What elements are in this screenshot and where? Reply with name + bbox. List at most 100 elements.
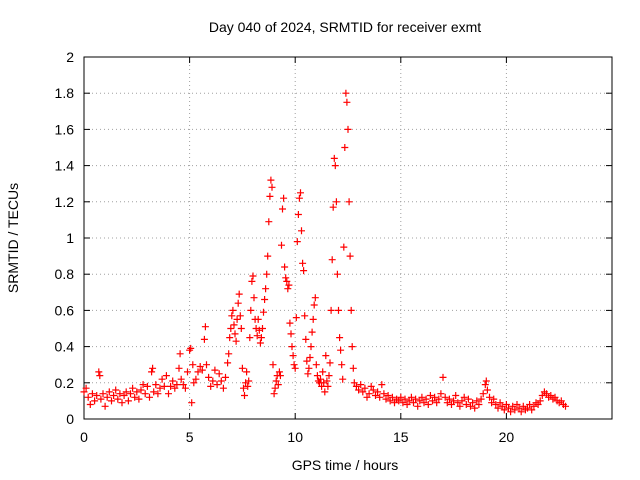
data-point <box>290 361 298 369</box>
data-point <box>226 334 234 342</box>
data-point <box>146 393 153 401</box>
data-point <box>213 381 221 389</box>
data-point <box>318 382 326 390</box>
data-point <box>131 393 139 401</box>
data-point <box>205 373 213 381</box>
data-point <box>118 399 126 407</box>
data-point <box>458 397 466 405</box>
data-point <box>410 399 417 407</box>
data-point <box>265 218 273 226</box>
data-point <box>454 399 462 407</box>
data-point <box>289 352 297 360</box>
data-point <box>148 368 156 376</box>
data-point <box>173 381 181 389</box>
data-point <box>301 312 309 320</box>
data-point <box>154 390 162 398</box>
data-point <box>215 370 223 378</box>
data-point <box>326 359 334 367</box>
data-point <box>335 306 342 314</box>
data-point <box>135 395 143 403</box>
data-point <box>141 390 149 398</box>
data-point <box>475 401 483 408</box>
data-point <box>483 386 491 394</box>
data-point <box>266 192 274 200</box>
data-point <box>271 384 279 392</box>
data-point <box>292 314 300 322</box>
data-point <box>517 408 525 416</box>
data-point <box>158 375 166 383</box>
data-point <box>513 401 521 408</box>
data-point <box>108 397 115 405</box>
data-point <box>181 384 189 392</box>
data-point <box>519 402 527 410</box>
data-point <box>120 392 128 399</box>
data-point <box>149 364 157 372</box>
data-point <box>230 321 238 329</box>
data-point <box>246 334 254 342</box>
data-point <box>224 359 232 367</box>
data-point <box>217 377 225 385</box>
data-point <box>302 335 310 343</box>
data-point <box>524 404 531 412</box>
data-point <box>262 285 270 293</box>
data-point <box>322 352 330 360</box>
data-point <box>228 312 236 320</box>
data-point <box>268 183 276 191</box>
data-point <box>281 263 289 271</box>
data-point <box>267 176 275 184</box>
axis-ticks: 00.20.40.60.811.21.41.61.820 5 10 15 20 <box>55 49 612 445</box>
data-point <box>482 377 490 385</box>
data-point <box>414 402 422 410</box>
data-point <box>114 395 122 403</box>
x-tick-label: 20 <box>499 429 515 445</box>
data-point <box>418 393 426 401</box>
data-point <box>127 390 134 398</box>
data-point <box>306 354 314 361</box>
data-point <box>305 364 313 372</box>
data-point <box>272 377 280 385</box>
data-point <box>227 325 235 332</box>
data-point <box>496 399 504 407</box>
y-tick-label: 1.6 <box>55 121 75 137</box>
data-point <box>261 296 269 303</box>
data-point <box>380 390 388 398</box>
data-point <box>82 384 90 392</box>
x-axis-label: GPS time / hours <box>292 457 399 473</box>
data-point <box>361 384 369 392</box>
data-point <box>378 381 386 389</box>
data-point <box>347 306 355 314</box>
data-point <box>198 366 206 374</box>
data-point <box>200 335 208 343</box>
data-point <box>538 392 546 399</box>
data-point <box>534 401 542 408</box>
data-point <box>211 366 219 374</box>
data-point <box>177 375 185 383</box>
y-tick-label: 1.4 <box>55 158 75 174</box>
data-point <box>350 379 358 387</box>
data-point <box>328 256 336 264</box>
data-point <box>403 401 411 408</box>
data-point <box>338 361 346 369</box>
data-point <box>355 386 363 394</box>
data-point <box>488 399 496 407</box>
data-point <box>471 404 479 412</box>
y-tick-label: 0.6 <box>55 302 75 318</box>
data-point <box>276 372 284 380</box>
data-point <box>171 384 179 392</box>
data-point <box>257 334 265 342</box>
data-point <box>95 368 103 376</box>
data-point <box>477 395 485 403</box>
data-point <box>329 203 337 211</box>
data-point <box>324 382 332 390</box>
data-point <box>543 390 550 398</box>
data-point <box>274 381 282 389</box>
y-tick-label: 0.8 <box>55 266 75 282</box>
data-point <box>407 393 415 401</box>
data-point <box>194 368 202 376</box>
data-point <box>256 339 264 347</box>
data-point <box>263 270 271 278</box>
data-point <box>203 361 210 369</box>
data-point <box>91 397 99 405</box>
data-point <box>424 401 432 408</box>
